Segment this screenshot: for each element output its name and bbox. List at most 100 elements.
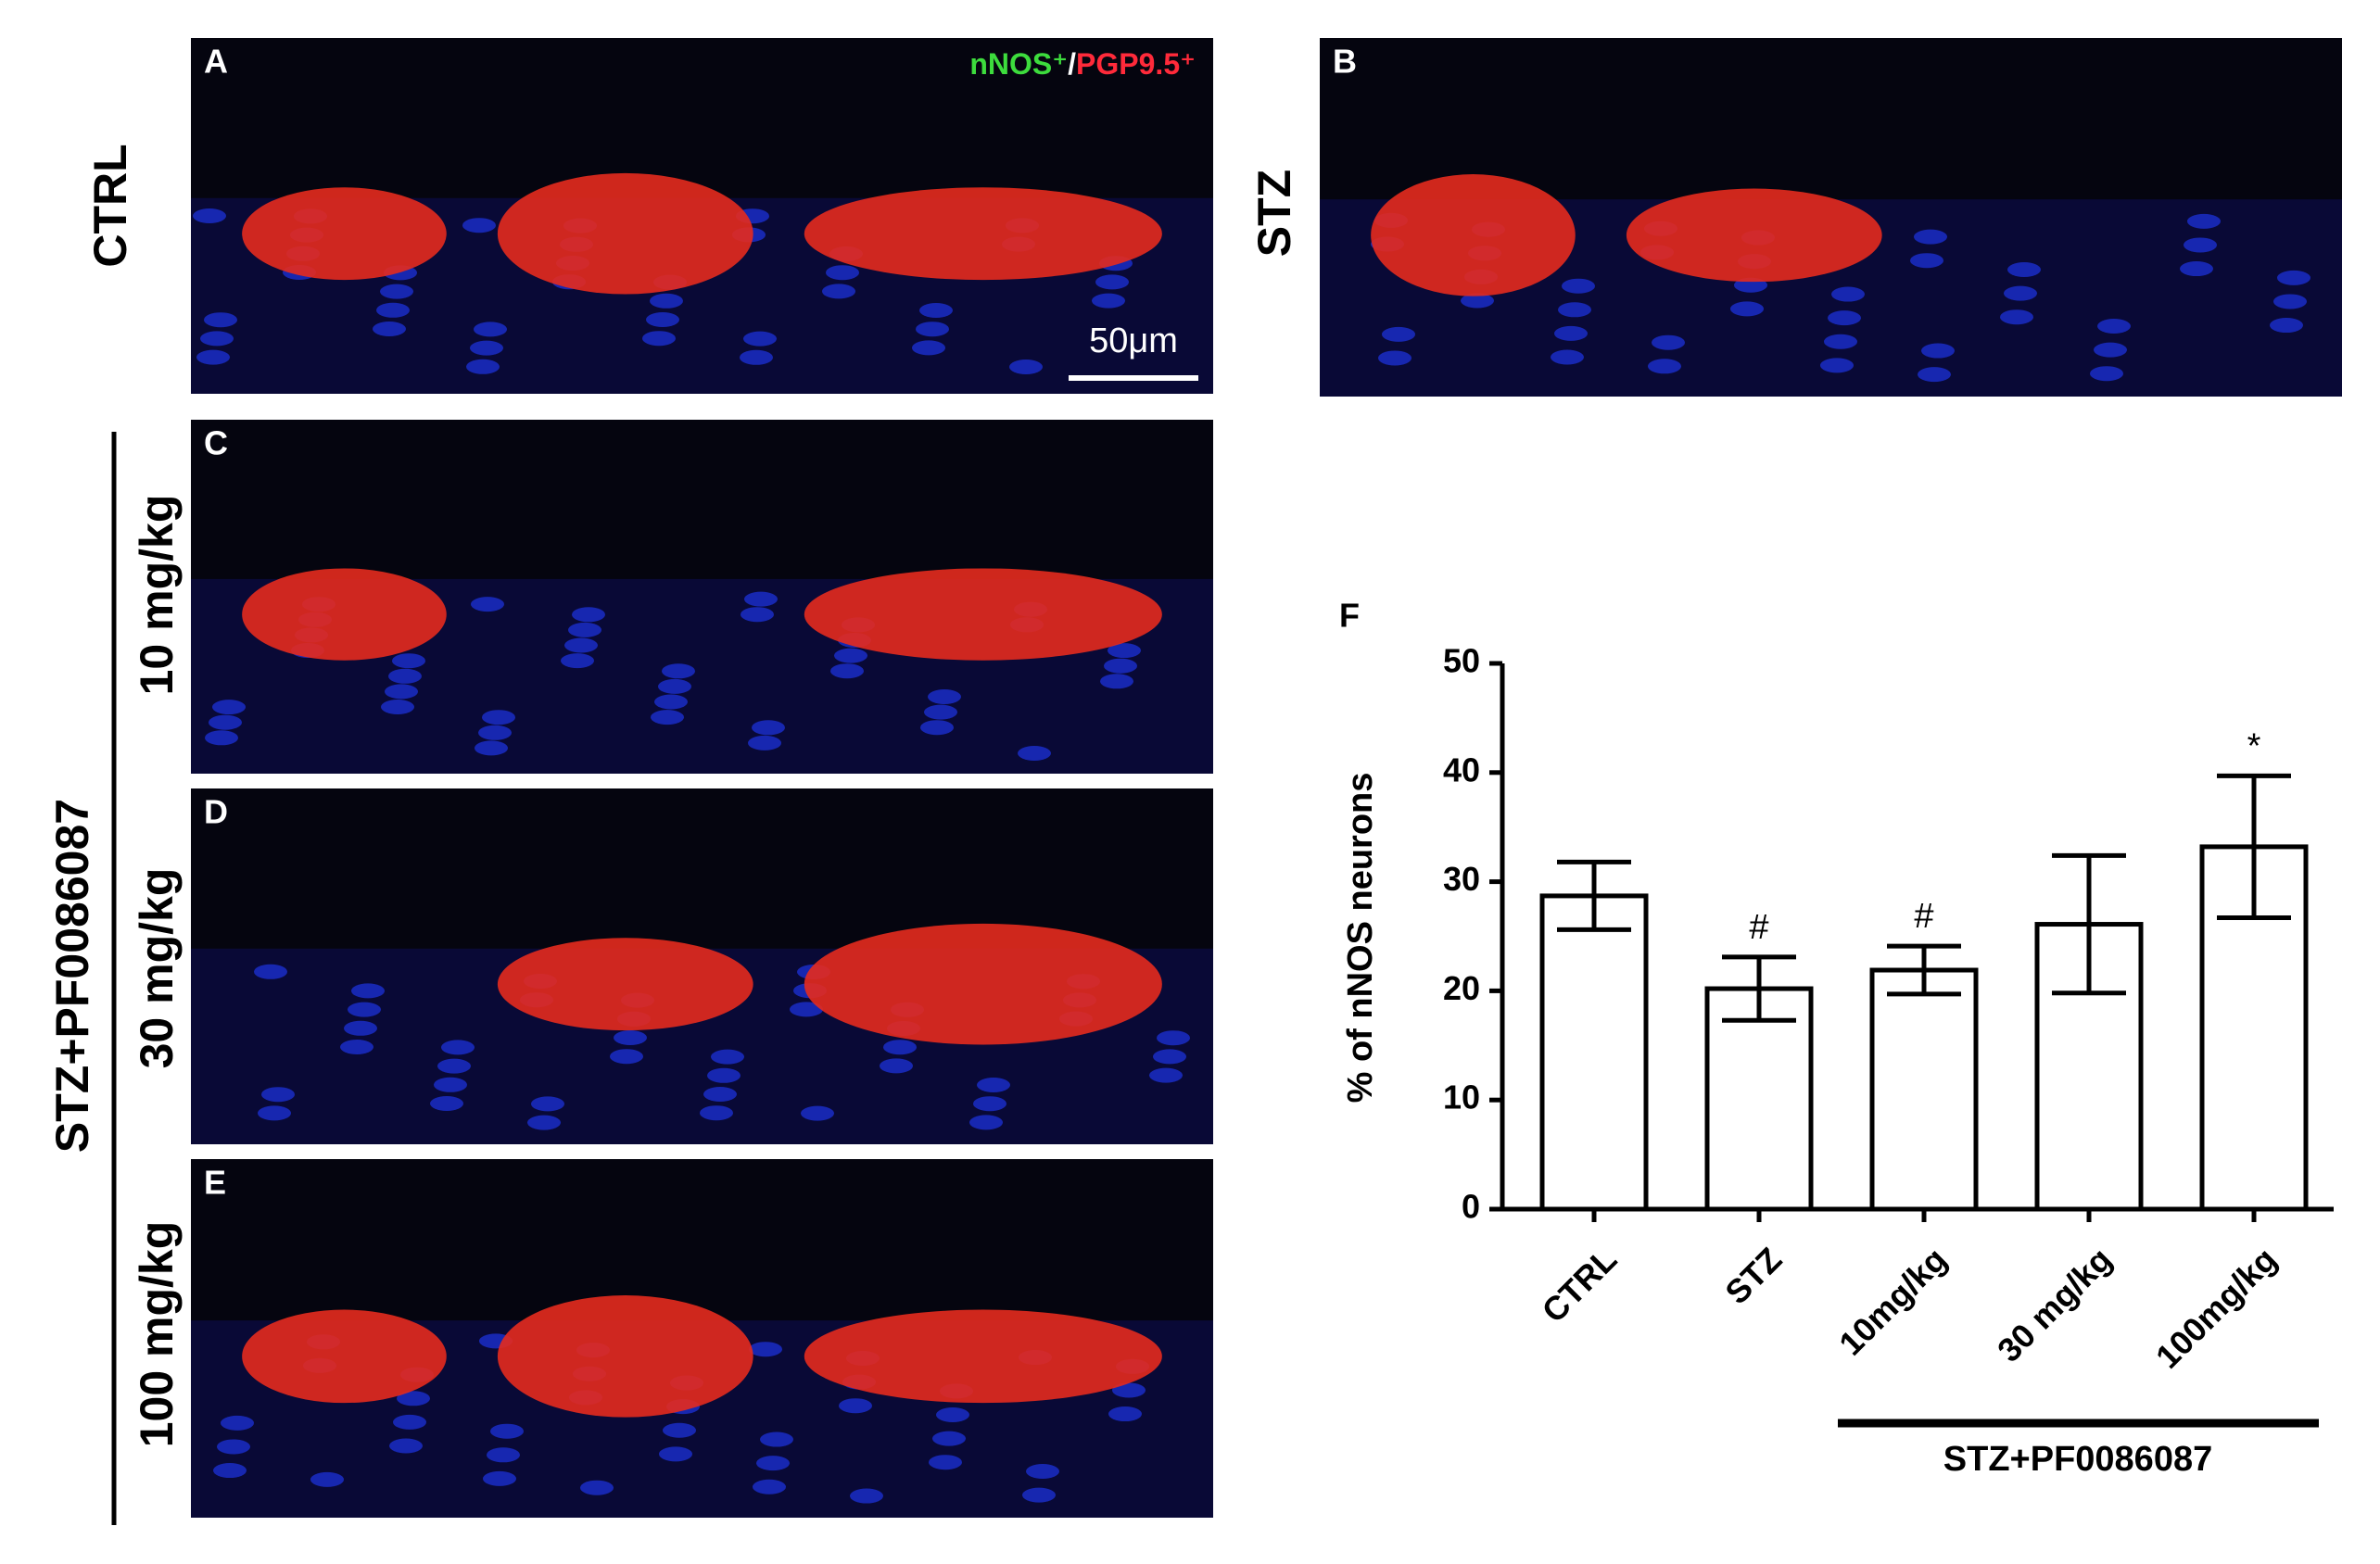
micrograph bbox=[191, 788, 1213, 1144]
nucleus bbox=[749, 1342, 782, 1357]
error-bar bbox=[2217, 773, 2291, 920]
nucleus bbox=[1108, 1406, 1142, 1422]
ganglion bbox=[804, 923, 1162, 1045]
nucleus bbox=[707, 1067, 741, 1083]
nucleus bbox=[1157, 1030, 1190, 1046]
nucleus bbox=[659, 1446, 692, 1462]
nucleus bbox=[1022, 1487, 1056, 1503]
nucleus bbox=[213, 1463, 247, 1479]
ganglion bbox=[804, 1309, 1162, 1404]
nucleus bbox=[2184, 237, 2217, 253]
nucleus bbox=[430, 1096, 463, 1111]
nucleus bbox=[658, 678, 691, 694]
panel-letter: B bbox=[1333, 43, 1357, 81]
ganglion bbox=[497, 1295, 753, 1418]
nucleus bbox=[258, 1105, 291, 1121]
nucleus bbox=[663, 1422, 696, 1438]
nucleus bbox=[1730, 301, 1764, 317]
nucleus bbox=[743, 331, 777, 347]
nucleus bbox=[310, 1471, 344, 1487]
nucleus bbox=[1461, 293, 1494, 309]
panel-letter: C bbox=[204, 424, 228, 462]
nucleus bbox=[830, 663, 864, 679]
nucleus bbox=[1820, 358, 1854, 373]
nucleus bbox=[487, 1447, 520, 1463]
nucleus bbox=[397, 1391, 430, 1406]
nucleus bbox=[193, 208, 226, 223]
nucleus bbox=[212, 700, 246, 715]
nucleus bbox=[393, 1414, 426, 1430]
nucleus bbox=[483, 1470, 516, 1486]
nucleus bbox=[441, 1040, 475, 1055]
nucleus bbox=[662, 663, 695, 679]
nucleus bbox=[610, 1049, 643, 1065]
ganglion bbox=[497, 938, 753, 1031]
nucleus bbox=[973, 1096, 1006, 1112]
error-bar bbox=[1722, 954, 1796, 1023]
nucleus bbox=[1831, 286, 1865, 302]
nucleus bbox=[2097, 319, 2131, 334]
nucleus bbox=[381, 700, 414, 714]
nucleus bbox=[929, 1455, 962, 1470]
nucleus bbox=[1652, 334, 1685, 350]
nucleus bbox=[880, 1058, 913, 1074]
nucleus bbox=[2273, 294, 2307, 309]
nucleus bbox=[936, 1407, 969, 1422]
nucleus bbox=[474, 322, 507, 337]
nucleus bbox=[850, 1488, 883, 1504]
nucleus bbox=[2187, 213, 2221, 229]
micrograph bbox=[191, 1159, 1213, 1518]
nucleus bbox=[977, 1078, 1010, 1092]
nucleus bbox=[434, 1077, 467, 1092]
nucleus bbox=[471, 597, 504, 612]
nucleus bbox=[748, 735, 781, 750]
nucleus bbox=[1554, 325, 1588, 341]
micrograph bbox=[191, 38, 1213, 394]
nucleus bbox=[254, 964, 287, 979]
nucleus bbox=[1153, 1049, 1186, 1065]
nucleus bbox=[373, 322, 406, 336]
panel-letter: D bbox=[204, 793, 228, 831]
nucleus bbox=[564, 637, 598, 653]
nucleus bbox=[200, 331, 234, 347]
nucleus bbox=[1562, 278, 1595, 294]
nucleus bbox=[1921, 343, 1955, 359]
nucleus bbox=[1910, 253, 1943, 269]
nucleus bbox=[1914, 229, 1947, 245]
y-tick-label: 20 bbox=[1443, 969, 1480, 1007]
ganglion bbox=[1626, 188, 1882, 283]
nucleus bbox=[642, 331, 676, 347]
nucleus bbox=[466, 359, 500, 374]
nucleus bbox=[1018, 746, 1051, 761]
ganglion bbox=[497, 172, 753, 295]
nucleus bbox=[1824, 334, 1857, 349]
y-tick-label: 0 bbox=[1462, 1188, 1480, 1226]
y-tick-label: 40 bbox=[1443, 750, 1480, 788]
nucleus bbox=[380, 284, 413, 299]
nucleus bbox=[1095, 274, 1129, 290]
nucleus bbox=[2270, 318, 2303, 334]
nucleus bbox=[1112, 1382, 1146, 1398]
nucleus bbox=[1378, 350, 1412, 366]
nucleus bbox=[839, 1398, 872, 1414]
row-label: STZ bbox=[1248, 170, 1300, 257]
nucleus bbox=[389, 1438, 423, 1454]
nucleus bbox=[912, 340, 945, 356]
row-label: CTRL bbox=[84, 144, 136, 267]
nucleus bbox=[392, 653, 425, 669]
ganglion bbox=[804, 187, 1162, 281]
nucleus bbox=[348, 1002, 381, 1017]
error-bar bbox=[2052, 852, 2126, 996]
nucleus bbox=[700, 1105, 733, 1121]
y-axis-label: % of nNOS neurons bbox=[1341, 773, 1380, 1104]
x-tick-label: CTRL bbox=[1535, 1240, 1625, 1330]
nucleus bbox=[2180, 261, 2213, 277]
group-label: STZ+PF0086087 bbox=[46, 799, 98, 1153]
nucleus bbox=[969, 1115, 1003, 1130]
nucleus bbox=[437, 1058, 471, 1074]
nucleus bbox=[1104, 658, 1137, 674]
nucleus bbox=[650, 293, 683, 309]
nucleus bbox=[388, 668, 422, 684]
y-tick-label: 10 bbox=[1443, 1078, 1480, 1116]
